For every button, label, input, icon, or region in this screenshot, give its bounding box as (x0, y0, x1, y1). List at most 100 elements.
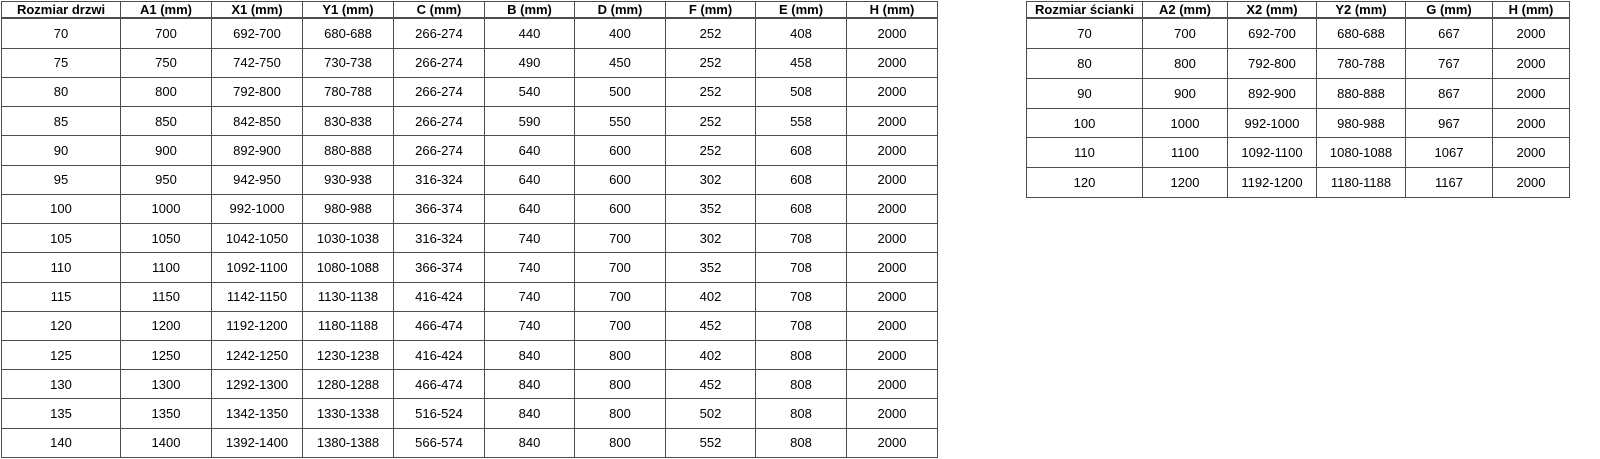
table-cell: 1180-1188 (302, 310, 394, 341)
table-cell: 590 (484, 106, 575, 137)
table-row: 115 1150 1142-1150 1130-1138 416-424 740 700 40… (1, 281, 938, 312)
table-cell: 2000 (846, 427, 938, 459)
table-cell: 120 (1, 310, 121, 341)
table-cell: 980-988 (1316, 107, 1406, 139)
column-header: H (mm) (846, 1, 938, 19)
table-cell: 1092-1100 (211, 252, 303, 283)
table-cell: 302 (665, 223, 756, 254)
table-cell: 608 (755, 135, 847, 166)
table-cell: 1000 (120, 193, 212, 225)
table-cell: 840 (484, 427, 575, 459)
table-cell: 700 (574, 252, 666, 283)
column-header: X1 (mm) (211, 1, 303, 19)
table-cell: 900 (1142, 77, 1228, 109)
table-cell: 302 (665, 164, 756, 195)
table-cell: 680-688 (302, 17, 394, 49)
table-cell: 2000 (846, 106, 938, 137)
table-cell: 942-950 (211, 164, 303, 195)
table-cell: 416-424 (393, 339, 485, 371)
table-cell: 135 (1, 398, 121, 429)
table-cell: 2000 (846, 398, 938, 429)
table-cell: 402 (665, 339, 756, 371)
table-cell: 466-474 (393, 310, 485, 341)
table-cell: 2000 (846, 193, 938, 225)
table-cell: 980-988 (302, 193, 394, 225)
table-cell: 892-900 (211, 135, 303, 166)
table-cell: 500 (574, 76, 666, 108)
table-cell: 502 (665, 398, 756, 429)
door-sizes-table: Rozmiar drzwi A1 (mm) X1 (mm) Y1 (mm) C (mm)… (1, 1, 938, 459)
table-row: 120 1200 1192-1200 1180-1188 466-474 740 700 45… (1, 310, 938, 341)
table-cell: 2000 (1492, 107, 1570, 139)
table-cell: 930-938 (302, 164, 394, 195)
table-cell: 692-700 (1227, 17, 1317, 50)
table-row: 140 1400 1392-1400 1380-1388 566-574 840 800 55… (1, 427, 938, 459)
table-cell: 640 (484, 193, 575, 225)
table-cell: 140 (1, 427, 121, 459)
table-cell: 792-800 (211, 76, 303, 108)
table-cell: 90 (1, 135, 121, 166)
table-cell: 90 (1026, 77, 1143, 109)
table-cell: 867 (1405, 77, 1493, 109)
table-cell: 800 (574, 398, 666, 429)
column-header: B (mm) (484, 1, 575, 19)
table-cell: 1200 (120, 310, 212, 341)
table-cell: 100 (1026, 107, 1143, 139)
table-cell: 740 (484, 281, 575, 312)
table-cell: 80 (1026, 48, 1143, 79)
table-cell: 742-750 (211, 47, 303, 78)
table-cell: 110 (1, 252, 121, 283)
table-cell: 266-274 (393, 47, 485, 78)
table-cell: 780-788 (302, 76, 394, 108)
table-cell: 640 (484, 135, 575, 166)
table-cell: 780-788 (1316, 48, 1406, 79)
table-cell: 708 (755, 281, 847, 312)
table-cell: 252 (665, 47, 756, 78)
table-cell: 842-850 (211, 106, 303, 137)
table-cell: 416-424 (393, 281, 485, 312)
table-cell: 992-1000 (211, 193, 303, 225)
table-cell: 750 (120, 47, 212, 78)
table-cell: 800 (120, 76, 212, 108)
table-cell: 740 (484, 310, 575, 341)
table-cell: 740 (484, 223, 575, 254)
table-cell: 1242-1250 (211, 339, 303, 371)
table-cell: 1300 (120, 369, 212, 400)
wall-sizes-table: Rozmiar ścianki A2 (mm) X2 (mm) Y2 (mm) G (m… (1026, 1, 1570, 198)
table-cell: 516-524 (393, 398, 485, 429)
column-header: G (mm) (1405, 1, 1493, 19)
table-cell: 600 (574, 135, 666, 166)
table-cell: 840 (484, 369, 575, 400)
table-row: 90 900 892-900 880-888 867 2000 (1026, 77, 1570, 109)
table-cell: 1067 (1405, 137, 1493, 169)
table-cell: 316-324 (393, 223, 485, 254)
table-cell: 2000 (1492, 17, 1570, 50)
table-cell: 808 (755, 427, 847, 459)
table-cell: 508 (755, 76, 847, 108)
table-cell: 80 (1, 76, 121, 108)
table-cell: 1280-1288 (302, 369, 394, 400)
table-cell: 408 (755, 17, 847, 49)
table-cell: 252 (665, 106, 756, 137)
column-header: Y1 (mm) (302, 1, 394, 19)
table-cell: 452 (665, 369, 756, 400)
table-cell: 2000 (846, 164, 938, 195)
table-cell: 316-324 (393, 164, 485, 195)
table-row: 100 1000 992-1000 980-988 366-374 640 600 352 60… (1, 193, 938, 225)
column-header: C (mm) (393, 1, 485, 19)
column-header: Rozmiar drzwi (1, 1, 121, 19)
column-header: H (mm) (1492, 1, 1570, 19)
table-cell: 2000 (846, 369, 938, 400)
header-row: Rozmiar drzwi A1 (mm) X1 (mm) Y1 (mm) C (mm)… (1, 1, 938, 19)
table-cell: 352 (665, 193, 756, 225)
table-cell: 1092-1100 (1227, 137, 1317, 169)
table-cell: 105 (1, 223, 121, 254)
table-cell: 266-274 (393, 135, 485, 166)
table-cell: 1100 (120, 252, 212, 283)
table-row: 135 1350 1342-1350 1330-1338 516-524 840 800 50… (1, 398, 938, 429)
table-cell: 540 (484, 76, 575, 108)
table-cell: 700 (120, 17, 212, 49)
table-cell: 900 (120, 135, 212, 166)
table-cell: 1167 (1405, 167, 1493, 198)
table-row: 130 1300 1292-1300 1280-1288 466-474 840 800 45… (1, 369, 938, 400)
